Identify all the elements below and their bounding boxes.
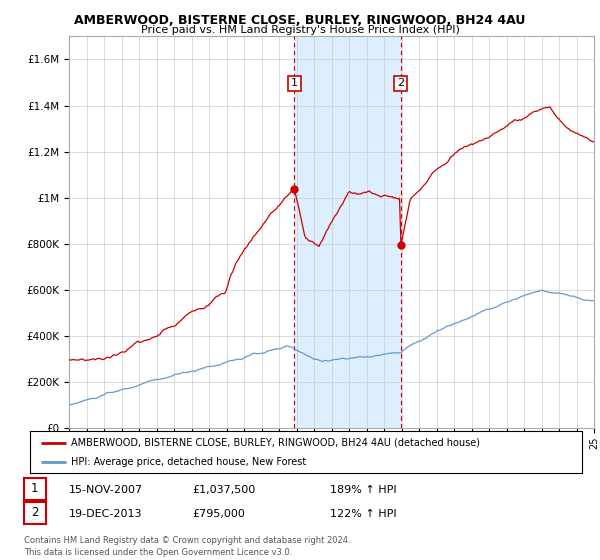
Text: HPI: Average price, detached house, New Forest: HPI: Average price, detached house, New … xyxy=(71,457,307,467)
Text: 19-DEC-2013: 19-DEC-2013 xyxy=(69,509,143,519)
Text: Price paid vs. HM Land Registry's House Price Index (HPI): Price paid vs. HM Land Registry's House … xyxy=(140,25,460,35)
Text: 15-NOV-2007: 15-NOV-2007 xyxy=(69,485,143,495)
Text: 2: 2 xyxy=(397,78,404,88)
Text: 122% ↑ HPI: 122% ↑ HPI xyxy=(330,509,397,519)
Bar xyxy=(295,36,401,428)
Text: £1,037,500: £1,037,500 xyxy=(192,485,255,495)
Text: AMBERWOOD, BISTERNE CLOSE, BURLEY, RINGWOOD, BH24 4AU: AMBERWOOD, BISTERNE CLOSE, BURLEY, RINGW… xyxy=(74,14,526,27)
Text: 2: 2 xyxy=(31,506,38,520)
Text: 1: 1 xyxy=(291,78,298,88)
Text: AMBERWOOD, BISTERNE CLOSE, BURLEY, RINGWOOD, BH24 4AU (detached house): AMBERWOOD, BISTERNE CLOSE, BURLEY, RINGW… xyxy=(71,437,481,447)
Text: 189% ↑ HPI: 189% ↑ HPI xyxy=(330,485,397,495)
Text: 1: 1 xyxy=(31,482,38,496)
Text: Contains HM Land Registry data © Crown copyright and database right 2024.
This d: Contains HM Land Registry data © Crown c… xyxy=(24,536,350,557)
Text: £795,000: £795,000 xyxy=(192,509,245,519)
